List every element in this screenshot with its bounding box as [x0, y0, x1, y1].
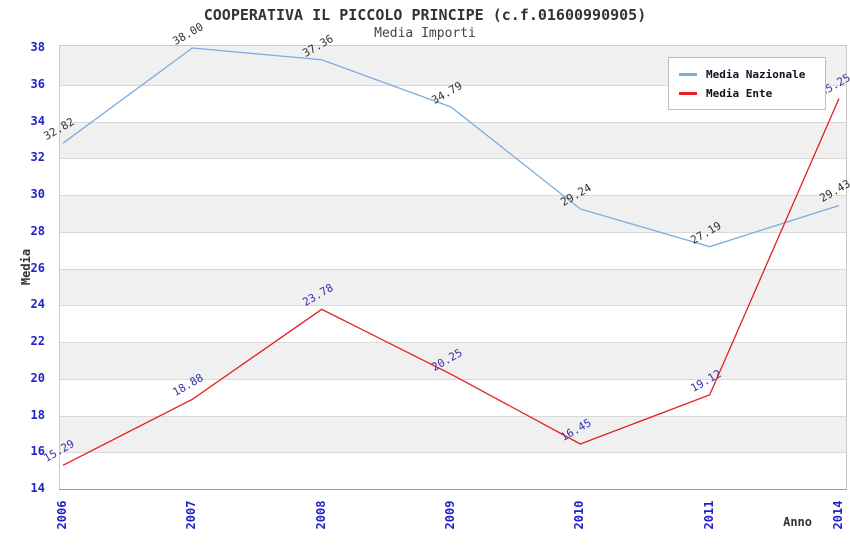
chart-title: COOPERATIVA IL PICCOLO PRINCIPE (c.f.016… [203, 6, 647, 24]
y-tick-label: 22 [30, 334, 45, 348]
legend-item: Media Nazionale [679, 65, 825, 84]
background-band [60, 158, 846, 195]
y-tick-label: 28 [30, 223, 45, 238]
x-tick-label: 2006 [55, 500, 69, 530]
point-value-label: 38.00 [170, 20, 206, 48]
x-tick-label: 2008 [313, 500, 328, 530]
background-band [60, 268, 846, 306]
background-band [60, 121, 846, 159]
legend-line-swatch-icon [679, 92, 697, 95]
background-band [60, 195, 846, 232]
gridline [60, 268, 846, 270]
y-tick-label: 32 [30, 150, 45, 165]
plot-area: 32.82 38.00 37.36 34.79 29.24 27.19 29.43 15.29… [41, 20, 850, 490]
gridline [60, 378, 846, 380]
x-tick-label: 2011 [701, 500, 716, 530]
background-band [60, 378, 846, 416]
y-tick-label: 16 [30, 444, 45, 459]
legend-label: Media Ente [706, 87, 773, 100]
legend-item: Media Ente [679, 84, 825, 103]
background-band [60, 452, 846, 489]
gridline [60, 158, 846, 160]
gridline [60, 84, 846, 86]
background-band [60, 305, 846, 342]
gridline [60, 121, 846, 123]
background-band [60, 231, 846, 269]
y-tick-label: 24 [30, 297, 45, 312]
y-tick-label: 26 [30, 260, 45, 275]
line-series-svg [62, 47, 840, 466]
gridline [60, 342, 846, 343]
x-tick-label: 2007 [184, 500, 199, 530]
y-tick-label: 34 [30, 113, 45, 128]
background-band [60, 415, 846, 453]
legend-label: Media Nazionale [706, 68, 806, 81]
gridline [60, 231, 846, 233]
y-tick-label: 20 [30, 370, 45, 385]
series-line-media-nazionale [62, 47, 840, 248]
y-tick-label: 36 [30, 76, 45, 91]
legend: Media Nazionale Media Ente [668, 57, 826, 110]
gridline [60, 305, 846, 307]
y-tick-label: 14 [30, 481, 45, 495]
series-line-media-ente [62, 98, 840, 466]
x-tick-label: 2009 [443, 500, 457, 530]
background-band [60, 342, 846, 379]
gridline [60, 415, 846, 417]
x-tick-label: 2014 [831, 500, 845, 530]
y-tick-label: 30 [30, 187, 45, 201]
gridline [60, 452, 846, 454]
y-tick-label: 38 [30, 40, 45, 54]
x-tick-label: 2010 [572, 500, 587, 530]
x-axis-label: Anno [783, 515, 812, 529]
y-tick-label: 18 [30, 407, 45, 422]
gridline [60, 195, 846, 196]
chart-subtitle: Media Importi [374, 26, 476, 41]
legend-line-swatch-icon [679, 73, 697, 76]
